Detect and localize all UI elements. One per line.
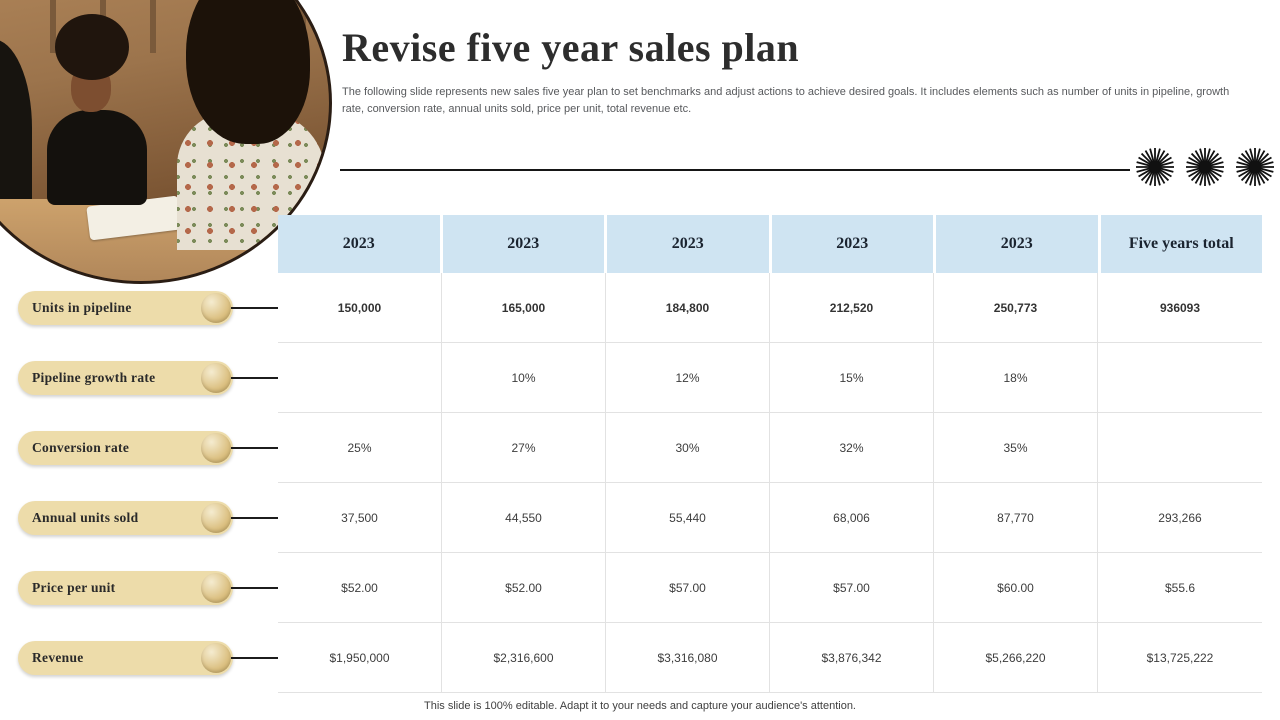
table-cell: $52.00 [442,553,606,622]
table-cell: $57.00 [606,553,770,622]
label-text: Conversion rate [32,440,130,455]
table-cell: 150,000 [278,273,442,342]
label-text: Revenue [32,650,84,665]
table-cell: 212,520 [770,273,934,342]
label-pill: Revenue [18,641,233,675]
table-cell: 44,550 [442,483,606,552]
connector-line [231,307,278,309]
row-label-revenue: Revenue [18,641,278,675]
table-row: $1,950,000 $2,316,600 $3,316,080 $3,876,… [278,623,1262,693]
table-cell: 12% [606,343,770,412]
decorative-starbursts [1134,146,1276,188]
starburst-icon [1235,147,1275,187]
table-cell: 35% [934,413,1098,482]
column-header: 2023 [278,215,440,273]
column-header: 2023 [442,215,604,273]
column-header: 2023 [936,215,1098,273]
table-row: 10% 12% 15% 18% [278,343,1262,413]
table-cell: 15% [770,343,934,412]
table-cell: $52.00 [278,553,442,622]
table-cell: 30% [606,413,770,482]
photo-person-left [0,38,32,217]
page-title: Revise five year sales plan [342,25,800,70]
table-cell: 250,773 [934,273,1098,342]
label-text: Price per unit [32,580,116,595]
pill-knob [201,573,231,603]
photo-person-center-body [47,110,147,206]
table-cell: $55.6 [1164,580,1196,595]
label-pill: Units in pipeline [18,291,233,325]
connector-line [231,587,278,589]
photo-person-right-hair [186,0,311,144]
pill-knob [201,503,231,533]
table-cell: 165,000 [442,273,606,342]
table-cell: $1,950,000 [278,623,442,692]
connector-line [231,517,278,519]
column-header: 2023 [607,215,769,273]
starburst-icon [1135,147,1175,187]
table-cell: $3,876,342 [770,623,934,692]
table-cell: 10% [442,343,606,412]
table-cell: 55,440 [606,483,770,552]
table-cell: $5,266,220 [934,623,1098,692]
label-pill: Conversion rate [18,431,233,465]
column-header: 2023 [771,215,933,273]
table-cell: 936093 [1159,300,1201,315]
divider-line [340,169,1130,171]
table-cell: 25% [278,413,442,482]
table-row: 37,500 44,550 55,440 68,006 87,770 293,2… [278,483,1262,553]
connector-line [231,657,278,659]
slide-footer-note: This slide is 100% editable. Adapt it to… [424,700,856,712]
label-text: Pipeline growth rate [32,370,156,385]
table-cell [1098,343,1262,412]
column-header: Five years total [1100,215,1262,273]
pill-knob [201,293,231,323]
pill-knob [201,363,231,393]
table-header-row: 2023 2023 2023 2023 2023 Five years tota… [278,215,1262,273]
row-label-units-in-pipeline: Units in pipeline [18,291,278,325]
row-label-annual-units-sold: Annual units sold [18,501,278,535]
table-row: $52.00 $52.00 $57.00 $57.00 $60.00 $55.6 [278,553,1262,623]
row-label-conversion-rate: Conversion rate [18,431,278,465]
pill-knob [201,433,231,463]
table-row: 150,000 165,000 184,800 212,520 250,773 … [278,273,1262,343]
table-cell: $60.00 [934,553,1098,622]
table-cell: $3,316,080 [606,623,770,692]
table-cell [278,343,442,412]
connector-line [231,447,278,449]
starburst-icon [1185,147,1225,187]
label-pill: Annual units sold [18,501,233,535]
table-cell: $13,725,222 [1146,650,1214,665]
table-cell: 87,770 [934,483,1098,552]
photo-person-center-hair [54,14,129,80]
table-cell: 184,800 [606,273,770,342]
label-text: Annual units sold [32,510,139,525]
table-cell [1098,413,1262,482]
table-row: 25% 27% 30% 32% 35% [278,413,1262,483]
table-cell: 37,500 [278,483,442,552]
connector-line [231,377,278,379]
table-cell: $57.00 [770,553,934,622]
label-text: Units in pipeline [32,300,132,315]
pill-knob [201,643,231,673]
table-cell: 68,006 [770,483,934,552]
label-pill: Price per unit [18,571,233,605]
table-cell: 18% [934,343,1098,412]
sales-plan-table: 2023 2023 2023 2023 2023 Five years tota… [278,215,1262,693]
table-cell: 27% [442,413,606,482]
table-cell: 32% [770,413,934,482]
label-pill: Pipeline growth rate [18,361,233,395]
table-cell: $2,316,600 [442,623,606,692]
table-cell: 293,266 [1158,510,1202,525]
row-label-price-per-unit: Price per unit [18,571,278,605]
slide-subtitle: The following slide represents new sales… [342,86,1230,116]
row-label-pipeline-growth-rate: Pipeline growth rate [18,361,278,395]
